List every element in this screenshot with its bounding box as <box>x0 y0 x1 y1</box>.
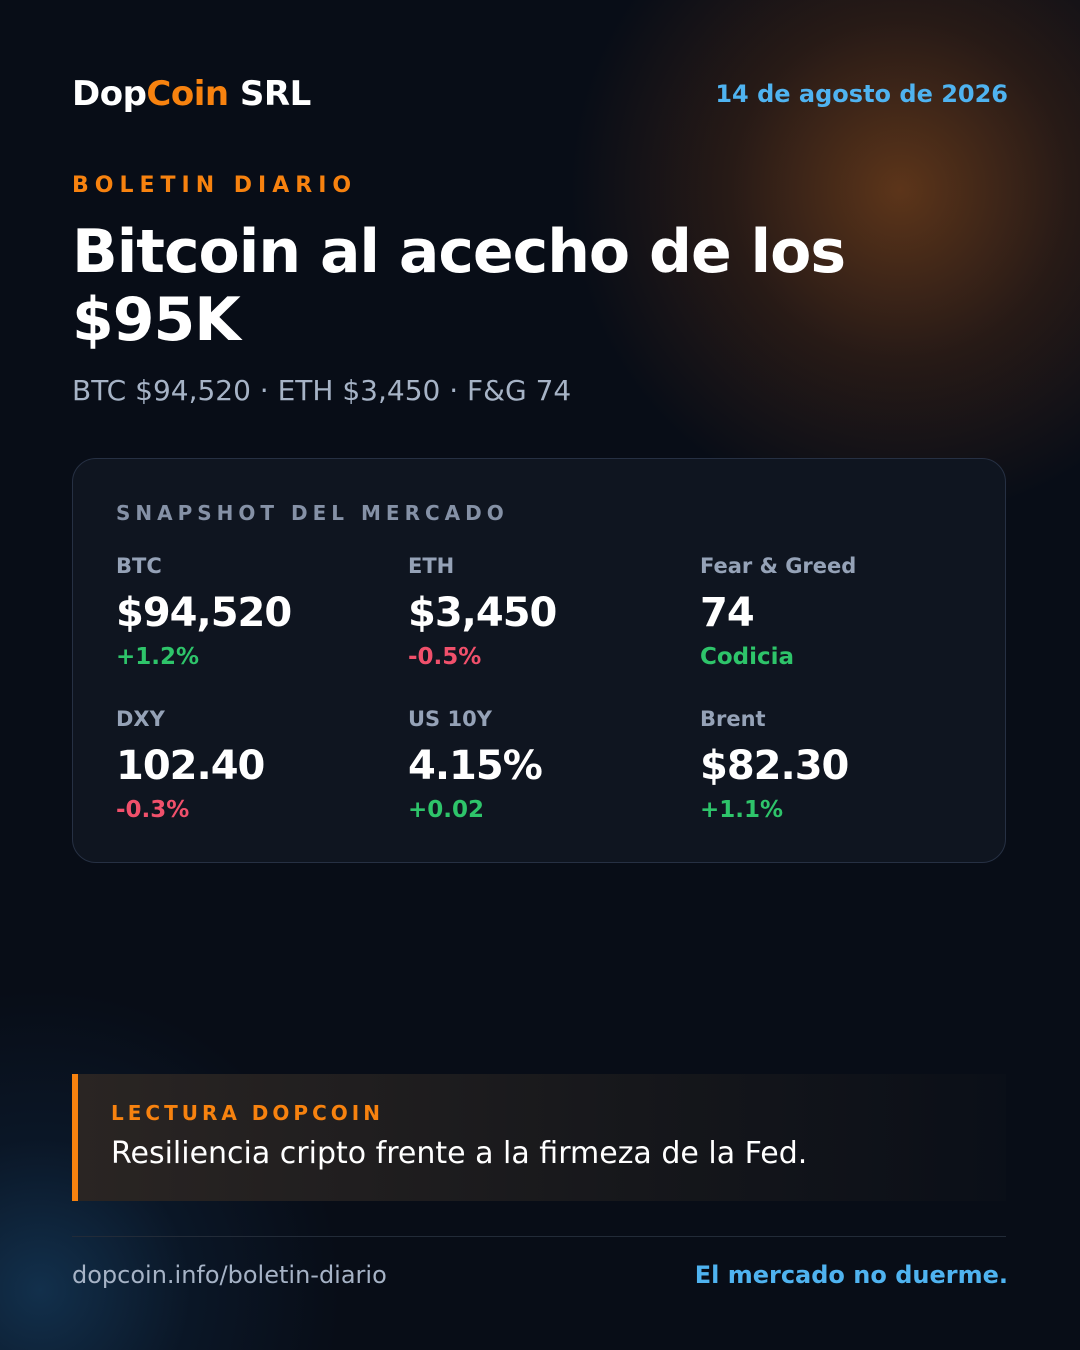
metric-change: -0.3% <box>116 797 190 823</box>
metric-brent: Brent $82.30 +1.1% <box>700 705 970 825</box>
metric-change: +0.02 <box>408 797 485 823</box>
callout-text: Resiliencia cripto frente a la firmeza d… <box>111 1136 808 1171</box>
metric-btc: BTC $94,520 +1.2% <box>116 552 386 672</box>
metric-label: Brent <box>700 707 766 731</box>
metric-value: $82.30 <box>700 743 849 789</box>
metric-value: $94,520 <box>116 590 292 636</box>
metric-change: +1.1% <box>700 797 784 823</box>
metric-value: 102.40 <box>116 743 265 789</box>
brand-name-part-1: Dop <box>72 74 147 114</box>
footer-divider <box>72 1236 1006 1237</box>
metric-value: 4.15% <box>408 743 543 789</box>
metric-change: -0.5% <box>408 644 482 670</box>
market-snapshot-card: SNAPSHOT DEL MERCADO BTC $94,520 +1.2% E… <box>72 458 1006 863</box>
metric-label: Fear & Greed <box>700 554 857 578</box>
metric-label: BTC <box>116 554 162 578</box>
metric-change: Codicia <box>700 644 795 670</box>
dopcoin-reading-callout: LECTURA DOPCOIN Resiliencia cripto frent… <box>72 1074 1006 1201</box>
metric-label: ETH <box>408 554 455 578</box>
metric-label: US 10Y <box>408 707 492 731</box>
metric-us10y: US 10Y 4.15% +0.02 <box>408 705 678 825</box>
metric-value: 74 <box>700 590 755 636</box>
metric-label: DXY <box>116 707 165 731</box>
brand-name-part-3: SRL <box>228 74 311 114</box>
ticker-summary: BTC $94,520 · ETH $3,450 · F&G 74 <box>72 374 572 407</box>
callout-kicker: LECTURA DOPCOIN <box>111 1101 384 1125</box>
metric-value: $3,450 <box>408 590 557 636</box>
footer-tagline: El mercado no duerme. <box>694 1261 1008 1289</box>
section-kicker: BOLETIN DIARIO <box>72 173 358 198</box>
metric-fear-greed: Fear & Greed 74 Codicia <box>700 552 970 672</box>
brand-logo: DopCoin SRL <box>72 74 311 114</box>
metric-dxy: DXY 102.40 -0.3% <box>116 705 386 825</box>
issue-date: 14 de agosto de 2026 <box>715 80 1008 108</box>
headline: Bitcoin al acecho de los $95K <box>72 217 846 355</box>
snapshot-title: SNAPSHOT DEL MERCADO <box>116 501 509 525</box>
metric-change: +1.2% <box>116 644 200 670</box>
brand-name-part-2: Coin <box>146 74 229 114</box>
footer-url: dopcoin.info/boletin-diario <box>72 1261 387 1289</box>
metric-eth: ETH $3,450 -0.5% <box>408 552 678 672</box>
